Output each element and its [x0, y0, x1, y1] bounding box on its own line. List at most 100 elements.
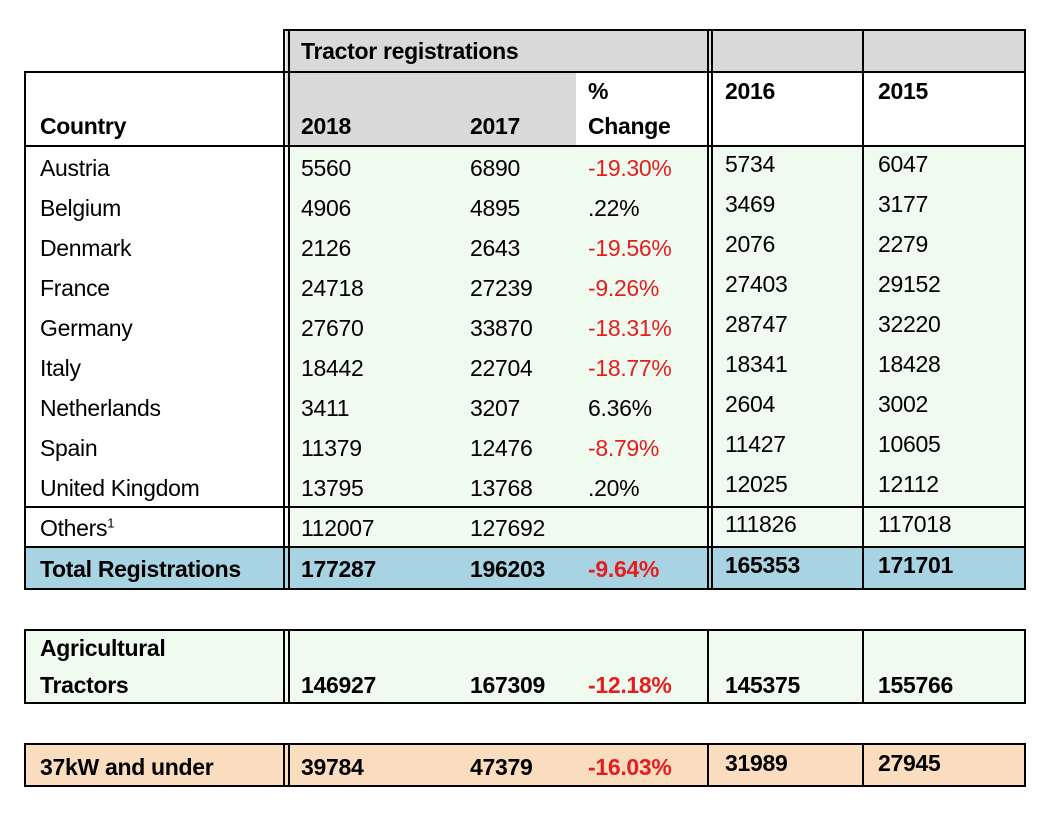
value-2015: 18428: [878, 351, 941, 377]
value-2017: 3207: [470, 395, 520, 421]
country-name: Netherlands: [40, 395, 161, 421]
header-2016: 2016: [725, 78, 775, 104]
others-label: Others: [40, 515, 108, 541]
value-2015: 32220: [878, 311, 941, 337]
value-2015: 2279: [878, 231, 928, 257]
divider: [24, 145, 1026, 147]
value-2016: 11427: [725, 431, 786, 457]
divider: [707, 629, 709, 704]
header-2018: 2018: [301, 113, 351, 139]
value-2015: 6047: [878, 151, 928, 177]
value-2015: 117018: [878, 511, 952, 537]
divider: [1024, 29, 1026, 590]
value-2016: 5734: [725, 151, 775, 177]
value-2018: 27670: [301, 315, 364, 341]
agricultural-2015: 155766: [878, 672, 953, 698]
footnote-marker: 1: [107, 515, 115, 531]
value-2018: 3411: [301, 395, 350, 421]
divider: [24, 629, 1026, 631]
percent-change: -18.31%: [588, 315, 672, 341]
agricultural-bg: [24, 630, 1025, 703]
small-2016: 31989: [725, 750, 788, 776]
data-bg: [286, 146, 1025, 547]
value-2018: 112007: [301, 515, 375, 541]
country-name: United Kingdom: [40, 475, 200, 501]
country-name: Germany: [40, 315, 133, 341]
agricultural-label-line2: Tractors: [40, 672, 129, 698]
percent-change: -8.79%: [588, 435, 660, 461]
value-2017: 13768: [470, 475, 533, 501]
value-2018: 4906: [301, 195, 351, 221]
value-2018: 24718: [301, 275, 364, 301]
header-group-title: Tractor registrations: [301, 38, 519, 64]
total-2018: 177287: [301, 556, 376, 582]
value-2017: 12476: [470, 435, 533, 461]
value-2017: 6890: [470, 155, 520, 181]
small-2015: 27945: [878, 750, 941, 776]
agricultural-change: -12.18%: [588, 672, 672, 698]
agricultural-2017: 167309: [470, 672, 545, 698]
divider: [24, 743, 1026, 745]
divider: [284, 29, 1026, 31]
divider: [24, 506, 1026, 508]
country-name: Denmark: [40, 235, 132, 261]
percent-change: -9.26%: [588, 275, 660, 301]
percent-change: .22%: [588, 195, 640, 221]
value-2016: 111826: [725, 511, 797, 537]
total-change: -9.64%: [588, 556, 660, 582]
country-name: Italy: [40, 355, 81, 381]
total-bg: [24, 547, 1025, 589]
total-2015: 171701: [878, 552, 953, 578]
divider: [862, 29, 864, 590]
divider: [24, 71, 1026, 73]
country-name: Spain: [40, 435, 98, 461]
divider: [1024, 743, 1026, 787]
header-2017: 2017: [470, 113, 520, 139]
divider: [24, 629, 26, 704]
value-2017: 22704: [470, 355, 533, 381]
value-2015: 3002: [878, 391, 928, 417]
value-2018: 13795: [301, 475, 364, 501]
percent-change: -18.77%: [588, 355, 672, 381]
small-change: -16.03%: [588, 754, 672, 780]
divider: [24, 785, 1026, 787]
country-name: Belgium: [40, 195, 121, 221]
country-name: Austria: [40, 155, 110, 181]
value-2016: 3469: [725, 191, 775, 217]
total-2017: 196203: [470, 556, 545, 582]
percent-change: -19.30%: [588, 155, 672, 181]
header-years-bg: [286, 72, 576, 146]
value-2017: 27239: [470, 275, 533, 301]
divider: [24, 71, 26, 590]
small-2018: 39784: [301, 754, 364, 780]
divider: [862, 743, 864, 787]
percent-change: -19.56%: [588, 235, 672, 261]
value-2018: 2126: [301, 235, 351, 261]
divider: [288, 629, 290, 704]
value-2015: 29152: [878, 271, 941, 297]
divider: [288, 743, 290, 787]
divider: [862, 629, 864, 704]
header-change-line1: %: [588, 78, 609, 104]
divider: [288, 29, 290, 590]
agricultural-2018: 146927: [301, 672, 376, 698]
agricultural-label-line1: Agricultural: [40, 635, 166, 661]
value-2016: 18341: [725, 351, 788, 377]
value-2017: 127692: [470, 515, 545, 541]
divider: [283, 743, 285, 787]
value-2015: 10605: [878, 431, 941, 457]
country-name: Others1: [40, 515, 114, 542]
divider: [24, 588, 1026, 590]
divider: [283, 629, 285, 704]
header-country: Country: [40, 113, 127, 139]
value-2016: 27403: [725, 271, 788, 297]
header-2015: 2015: [878, 78, 928, 104]
country-name: France: [40, 275, 110, 301]
value-2017: 4895: [470, 195, 520, 221]
value-2016: 2604: [725, 391, 775, 417]
divider: [711, 29, 713, 590]
value-2016: 12025: [725, 471, 788, 497]
divider: [24, 702, 1026, 704]
value-2017: 2643: [470, 235, 520, 261]
small-tractors-label: 37kW and under: [40, 754, 214, 780]
